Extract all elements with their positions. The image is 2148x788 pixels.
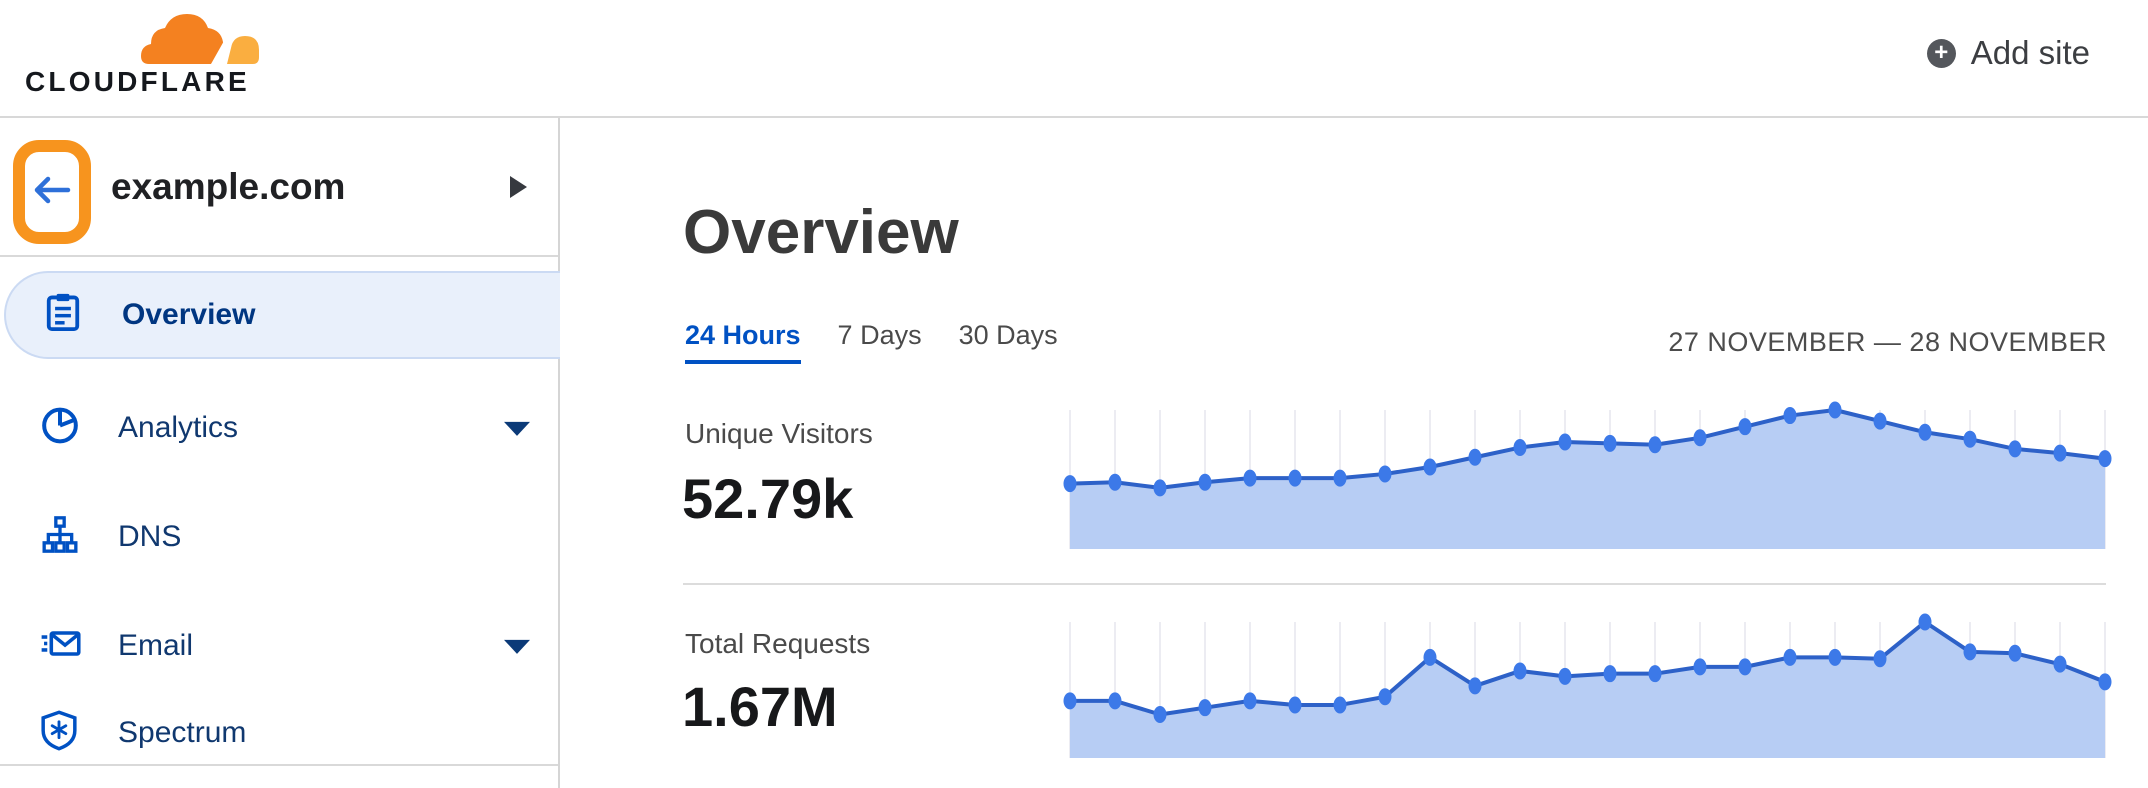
cloudflare-cloud-icon <box>141 10 259 69</box>
tab-7-days[interactable]: 7 Days <box>837 320 922 350</box>
page-title: Overview <box>683 198 959 267</box>
unique-visitors-chart[interactable] <box>1063 401 2112 549</box>
sidebar-item-overview[interactable]: Overview <box>4 271 560 359</box>
total-requests-chart[interactable] <box>1063 613 2112 758</box>
sidebar-item-analytics[interactable]: Analytics <box>0 396 558 460</box>
sidebar-item-dns[interactable]: DNS <box>0 505 558 569</box>
sidebar: example.com Overview <box>0 118 560 788</box>
annotation-highlight-box <box>13 140 91 244</box>
back-arrow-icon[interactable] <box>32 174 72 211</box>
section-divider <box>683 583 2106 585</box>
tab-30-days[interactable]: 30 Days <box>958 320 1058 350</box>
unique-visitors-value: 52.79k <box>682 467 854 530</box>
sidebar-item-label: Analytics <box>118 411 239 444</box>
time-range-tabs: 24 Hours 7 Days 30 Days <box>685 320 1058 364</box>
sidebar-divider <box>0 764 558 766</box>
tab-24-hours[interactable]: 24 Hours <box>685 320 801 364</box>
sidebar-item-email[interactable]: Email <box>0 614 558 678</box>
sidebar-item-label: DNS <box>118 520 182 553</box>
sidebar-item-label: Overview <box>122 298 256 331</box>
total-requests-label: Total Requests <box>685 628 871 659</box>
cloudflare-wordmark: CLOUDFLARE <box>25 66 250 97</box>
sidebar-item-spectrum[interactable]: Spectrum <box>0 701 558 765</box>
caret-down-icon[interactable] <box>504 639 530 654</box>
sidebar-item-label: Spectrum <box>118 716 247 749</box>
date-range-label: 27 NOVEMBER — 28 NOVEMBER <box>1668 327 2107 357</box>
envelope-icon <box>40 624 82 669</box>
add-site-button[interactable]: + Add site <box>1926 34 2090 72</box>
sidebar-item-label: Email <box>118 629 194 662</box>
site-name: example.com <box>111 165 346 207</box>
unique-visitors-label: Unique Visitors <box>685 418 873 449</box>
chevron-right-icon[interactable] <box>510 175 527 198</box>
sitemap-icon <box>40 515 80 560</box>
sidebar-divider <box>0 255 558 257</box>
caret-down-icon[interactable] <box>504 421 530 436</box>
total-requests-value: 1.67M <box>682 675 838 738</box>
plus-icon: + <box>1926 38 1956 68</box>
site-selector[interactable]: example.com <box>0 118 558 255</box>
cloudflare-logo[interactable]: CLOUDFLARE <box>25 8 265 100</box>
shield-icon <box>40 710 78 757</box>
add-site-label: Add site <box>1970 34 2090 71</box>
pie-chart-icon <box>40 406 80 451</box>
clipboard-icon <box>44 292 82 339</box>
top-header: CLOUDFLARE + Add site <box>0 0 2148 118</box>
